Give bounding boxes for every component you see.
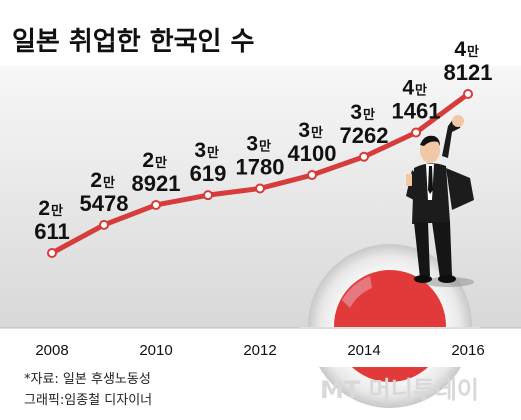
source-note: *자료: 일본 후생노동성	[24, 372, 151, 387]
value-label-remainder: 1780	[236, 154, 285, 179]
value-label-remainder: 619	[190, 161, 227, 186]
data-point-2010	[151, 199, 161, 210]
data-point-2008	[47, 248, 57, 258]
value-label-remainder: 611	[34, 219, 70, 244]
value-label-man-unit: 만	[259, 138, 271, 154]
value-label-remainder: 7262	[340, 123, 389, 148]
value-label-man-digit: 2	[38, 197, 50, 220]
x-tick-label-2016: 2016	[451, 342, 484, 359]
x-tick-labels: 2008 2010 2012 2014 2016	[35, 342, 484, 359]
value-label-man-digit: 3	[246, 132, 258, 155]
value-label-man-unit: 만	[363, 107, 375, 123]
watermark-logo: MT 머니투데이	[320, 376, 479, 404]
value-label-man-digit: 2	[142, 149, 154, 172]
value-label-man-unit: 만	[311, 125, 323, 141]
x-tick-label-2008: 2008	[35, 342, 68, 359]
chart-title: 일본 취업한 한국인 수	[12, 27, 254, 57]
graphic-credit: 그래픽:임종철 디자이너	[24, 393, 152, 408]
data-point-2016	[463, 89, 473, 99]
japan-flag-sun-icon	[300, 244, 480, 408]
x-tick-label-2014: 2014	[347, 342, 380, 359]
value-label-remainder: 5478	[80, 191, 129, 216]
value-label-man-unit: 만	[415, 82, 427, 98]
data-point-2009	[99, 219, 109, 230]
data-point-2015	[411, 127, 421, 138]
businessman-raised-fist-icon	[406, 115, 474, 287]
value-label-man-digit: 4	[402, 76, 414, 99]
value-label-man-digit: 4	[454, 38, 466, 61]
markers-group	[47, 89, 473, 258]
value-label-man-unit: 만	[467, 44, 479, 60]
x-tick-label-2010: 2010	[139, 342, 172, 359]
value-label-man-digit: 3	[194, 139, 206, 162]
data-point-2011	[203, 190, 213, 201]
data-point-2012	[255, 183, 265, 194]
value-label-man-unit: 만	[51, 203, 63, 219]
value-label-remainder: 1461	[392, 98, 441, 123]
value-label-man-digit: 3	[350, 101, 362, 124]
value-label-man-digit: 2	[90, 169, 102, 192]
x-tick-label-2012: 2012	[243, 342, 276, 359]
value-label-man-digit: 3	[298, 119, 310, 142]
value-label-remainder: 8121	[444, 60, 493, 85]
value-label-man-unit: 만	[207, 145, 219, 161]
data-point-2013	[307, 170, 317, 181]
value-label-remainder: 4100	[288, 141, 337, 166]
value-label-remainder: 8921	[132, 171, 181, 196]
value-label-man-unit: 만	[103, 175, 115, 191]
value-label-man-unit: 만	[155, 155, 167, 171]
data-point-2014	[359, 151, 369, 162]
